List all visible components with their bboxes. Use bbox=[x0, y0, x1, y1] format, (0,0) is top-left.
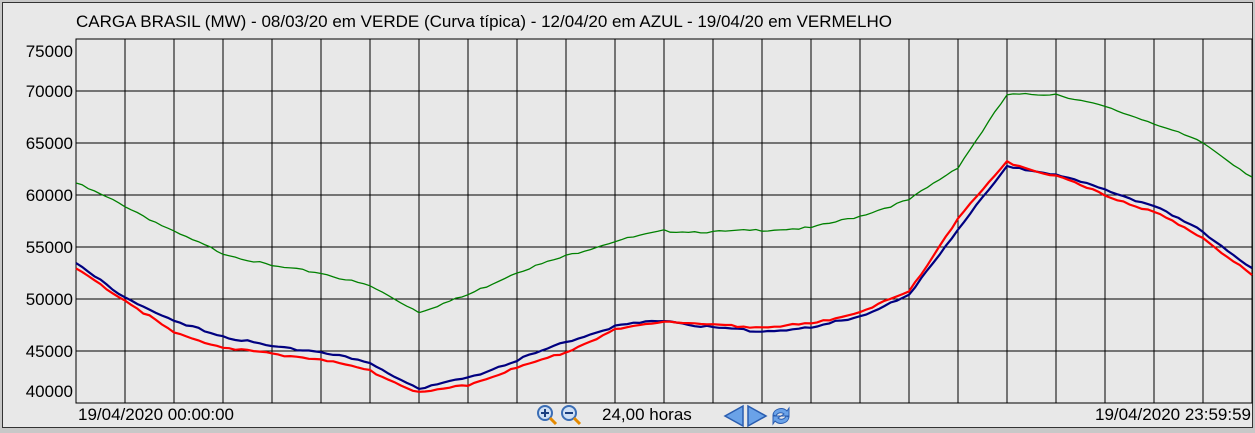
zoom-in-icon[interactable] bbox=[536, 404, 558, 433]
y-tick-label: 50000 bbox=[26, 290, 73, 309]
previous-arrow-icon[interactable] bbox=[723, 404, 745, 433]
series-line-2 bbox=[75, 159, 1253, 393]
chart-title: CARGA BRASIL (MW) - 08/03/20 em VERDE (C… bbox=[76, 12, 892, 31]
y-tick-label: 75000 bbox=[26, 42, 73, 61]
time-span-label: 24,00 horas bbox=[602, 405, 692, 424]
y-tick-label: 65000 bbox=[26, 134, 73, 153]
y-tick-label: 60000 bbox=[26, 186, 73, 205]
refresh-icon[interactable] bbox=[769, 404, 793, 433]
y-tick-label: 40000 bbox=[26, 382, 73, 401]
series-line-0 bbox=[75, 92, 1253, 314]
end-time-label: 19/04/2020 23:59:59 bbox=[1095, 405, 1251, 424]
y-tick-label: 55000 bbox=[26, 238, 73, 257]
next-arrow-icon[interactable] bbox=[746, 404, 768, 433]
start-time-label: 19/04/2020 00:00:00 bbox=[78, 405, 234, 424]
y-tick-label: 45000 bbox=[26, 342, 73, 361]
y-tick-label: 70000 bbox=[26, 82, 73, 101]
zoom-out-icon[interactable] bbox=[560, 404, 582, 433]
